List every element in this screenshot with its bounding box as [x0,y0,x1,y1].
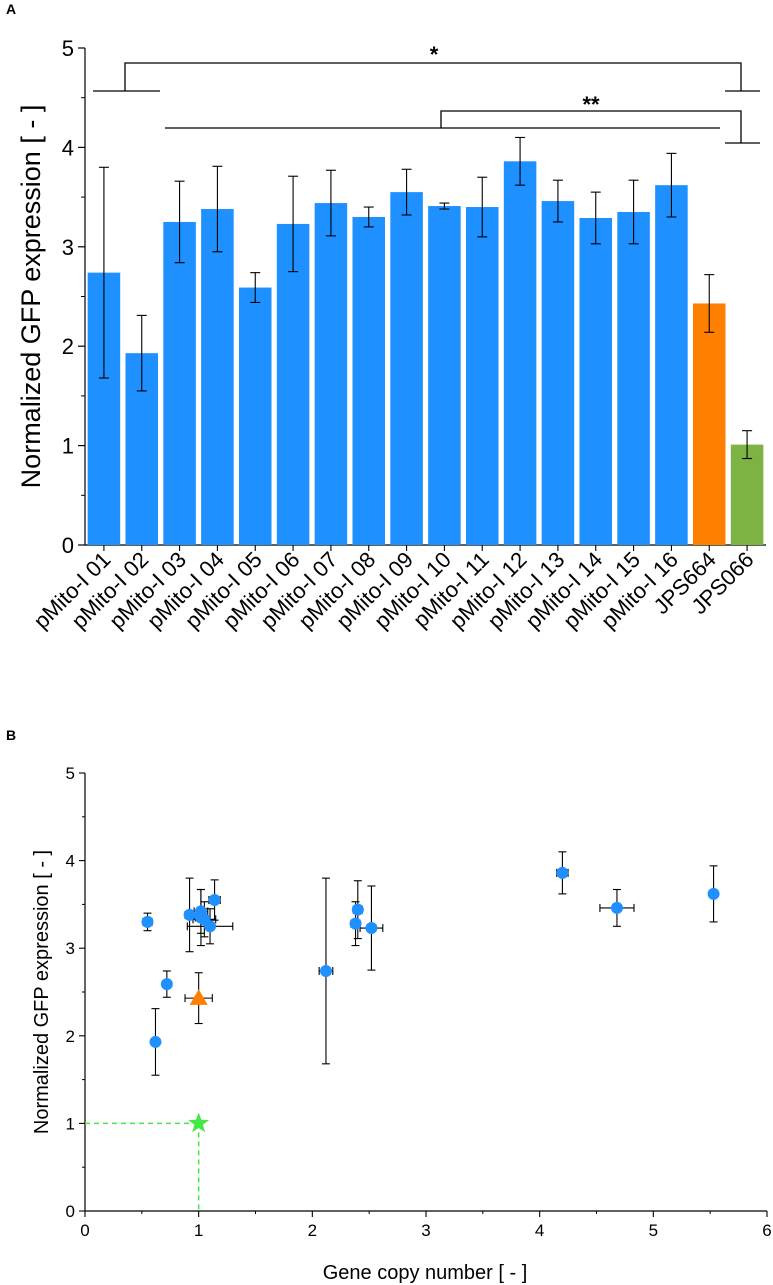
y-axis-title-b: Normalized GFP expression [ - ] [31,850,53,1134]
error-bar [174,180,185,264]
axes-b: 0 1 2 3 4 5 0 1 2 3 4 5 6 [66,764,772,1240]
y-axis-title-a: Normalized GFP expression [ - ] [16,105,46,489]
error-bar [250,272,261,304]
y-tick-label-a: 4 [62,135,74,160]
bar-pmito-i-13 [541,201,575,546]
x-tick-label-b: 2 [308,1221,317,1240]
error-bar [515,136,526,186]
bar-pmito-i-10 [428,206,461,545]
bar-pmito-i-11 [465,207,499,546]
data-point-pmito-i [208,894,221,907]
y-tick-label-b: 3 [66,939,75,958]
bar-pmito-i-12 [503,161,537,546]
bar-pmito-i-07 [314,203,348,545]
x-tick-label-b: 4 [535,1221,544,1240]
data-point-pmito-i [349,917,362,930]
bar-jps066 [730,444,764,545]
data-point-pmito-i [149,1035,162,1048]
significance-brackets: * ** [93,42,760,144]
error-bar [212,165,223,253]
bar-pmito-i-14 [579,217,613,545]
y-tick-label-b: 4 [66,852,75,871]
y-tick-label-a: 3 [62,235,74,260]
bars-a [87,161,764,546]
error-bar [742,430,753,460]
bracket-2 [440,110,742,143]
data-point-pmito-i [141,915,154,928]
bracket-1 [124,62,742,91]
points-b [141,866,720,1133]
error-bar [325,169,336,237]
error-bars-a [98,136,753,460]
data-point-pmito-i [556,866,569,879]
data-point-pmito-i [707,887,720,900]
error-bar [136,314,147,392]
x-axis-title-b: Gene copy number [ - ] [323,1262,528,1284]
y-tick-label-b: 0 [66,1202,75,1221]
bar-jps664 [692,303,726,545]
significance-label-1: * [430,42,439,67]
panel-a-letter: A [6,1,16,17]
data-point-jps066 [188,1112,210,1133]
error-bar [628,179,639,245]
scatter-chart-panel-b: B Normalized GFP expression [ - ] Gene c… [6,727,772,1284]
y-tick-label-b: 1 [66,1114,75,1133]
panel-b-letter: B [6,727,16,743]
error-bar [590,191,601,245]
x-tick-label-b: 5 [649,1221,658,1240]
bar-chart-panel-a: A Normalized GFP expression [ - ] 0 1 2 3 4 5… [6,1,766,634]
reference-lines-b [85,1122,200,1211]
x-tick-label-b: 0 [80,1221,89,1240]
bar-pmito-i-16 [655,185,688,545]
error-bar [477,176,488,238]
bar-pmito-i-05 [238,287,272,545]
data-point-pmito-i [204,920,217,933]
y-tick-label-a: 5 [62,36,74,61]
data-point-pmito-i [351,903,364,916]
error-bar [704,274,715,333]
y-tick-label-b: 2 [66,1027,75,1046]
data-point-pmito-i [160,978,173,991]
error-bar [363,206,374,228]
data-point-pmito-i [183,908,196,921]
error-bar [98,166,109,379]
error-bars-b [142,851,718,1076]
bar-pmito-i-08 [352,216,386,546]
x-tick-label-b: 3 [421,1221,430,1240]
data-point-pmito-i [365,922,378,935]
bar-pmito-i-15 [617,212,650,545]
y-tick-label-a: 2 [62,334,74,359]
data-point-pmito-i [194,911,207,924]
data-point-jps664 [189,989,208,1005]
error-bar [401,168,412,216]
bar-pmito-i-03 [163,221,196,545]
x-tick-label-b: 1 [194,1221,203,1240]
x-tick-label-b: 6 [762,1221,771,1240]
y-tick-label-a: 0 [62,533,74,558]
bar-pmito-i-06 [276,223,310,546]
bar-pmito-i-09 [390,192,423,545]
y-tick-label-a: 1 [62,434,74,459]
data-point-pmito-i [610,901,623,914]
data-point-pmito-i [319,964,332,977]
y-tick-label-b: 5 [66,764,75,783]
significance-label-2: ** [582,92,600,117]
error-bar [666,152,677,218]
error-bar [288,175,299,273]
bar-pmito-i-04 [201,209,234,545]
error-bar [552,179,563,223]
error-bar [439,202,450,210]
